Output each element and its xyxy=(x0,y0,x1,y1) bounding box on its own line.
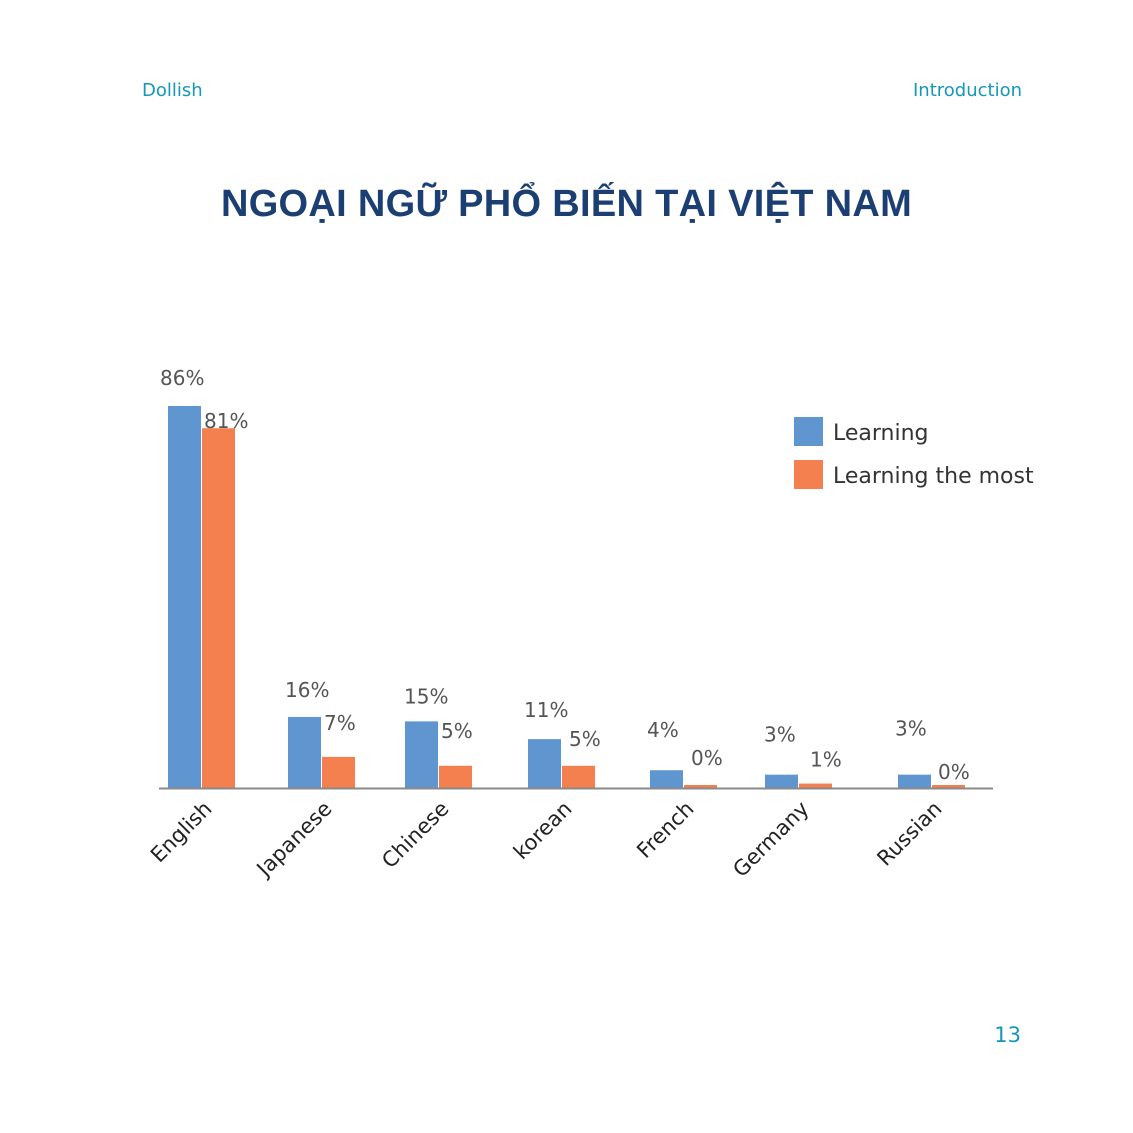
bar-germany-learning-most xyxy=(799,783,832,788)
x-tick-label: korean xyxy=(509,797,577,865)
chart-title: NGOẠI NGỮ PHỔ BIẾN TẠI VIỆT NAM xyxy=(220,183,913,225)
data-label: 3% xyxy=(764,723,796,747)
legend-swatch-learning xyxy=(794,417,823,446)
x-tick-label: Germany xyxy=(728,797,813,882)
bar-english-learning xyxy=(168,406,201,788)
data-label: 16% xyxy=(285,678,329,702)
data-label: 81% xyxy=(204,409,248,433)
bar-korean-learning xyxy=(528,739,561,788)
bar-chinese-learning xyxy=(405,721,438,788)
bar-russian-learning-most xyxy=(932,785,965,788)
bar-japanese-learning xyxy=(288,716,321,788)
data-label: 1% xyxy=(810,748,842,772)
data-label: 5% xyxy=(441,719,473,743)
data-label: 0% xyxy=(691,746,723,770)
bar-chinese-learning-most xyxy=(439,765,472,788)
legend-swatch-learning-most xyxy=(794,460,823,489)
data-label: 7% xyxy=(324,711,356,735)
data-label: 11% xyxy=(524,698,568,722)
bar-english-learning-most xyxy=(202,428,235,788)
bar-russian-learning xyxy=(898,774,931,788)
x-tick-label: Chinese xyxy=(377,797,453,873)
brand-name: Dollish xyxy=(142,80,203,101)
bar-japanese-learning-most xyxy=(322,756,355,788)
data-label: 0% xyxy=(938,760,970,784)
data-label: 5% xyxy=(569,727,601,751)
x-tick-label: French xyxy=(632,797,698,863)
bar-korean-learning-most xyxy=(562,765,595,788)
bar-germany-learning xyxy=(765,774,798,788)
legend-label: Learning xyxy=(833,421,929,446)
data-label: 15% xyxy=(404,684,448,708)
data-label: 86% xyxy=(160,366,204,390)
section-name: Introduction xyxy=(912,80,1022,101)
page-number: 13 xyxy=(994,1023,1021,1047)
x-tick-label: English xyxy=(146,797,217,868)
data-label: 3% xyxy=(895,717,927,741)
bar-french-learning xyxy=(650,770,683,788)
data-label: 4% xyxy=(647,718,679,742)
bar-french-learning-most xyxy=(684,785,717,788)
x-tick-label: Japanese xyxy=(251,797,337,883)
legend-label: Learning the most xyxy=(833,464,1034,489)
x-tick-label: Russian xyxy=(872,797,946,871)
